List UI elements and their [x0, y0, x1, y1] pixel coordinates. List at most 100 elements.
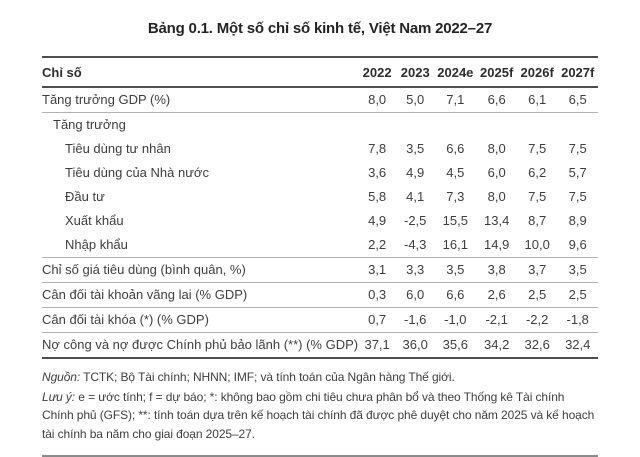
cell-value: 5,0 — [396, 87, 435, 113]
cell-value: 6,6 — [446, 141, 465, 156]
row-label: Nhập khẩu — [42, 233, 359, 258]
cell-value: 32,6 — [516, 332, 558, 359]
table-body: Tăng trưởng GDP (%) 8,0 5,0 7,1 6,6 6,1 6,5 Tăn… — [42, 87, 598, 359]
cell-value: 10,0 — [516, 233, 558, 258]
cell-value: -1,6 — [396, 307, 435, 333]
row-label: Nợ công và nợ được Chính phủ bảo lãnh (*… — [42, 332, 359, 359]
cell-value: -2,1 — [476, 307, 517, 333]
cell-value: 8,0 — [487, 141, 506, 156]
cell-value: 4,5 — [446, 165, 465, 180]
cell-value — [396, 113, 434, 138]
cell-value: 3,1 — [358, 257, 397, 283]
cell-value: -1,8 — [557, 307, 598, 333]
cell-value: 13,4 — [484, 213, 510, 228]
cell-value: 6,6 — [476, 87, 517, 113]
cell-value — [434, 113, 476, 138]
cell-value: -2,5 — [404, 213, 427, 228]
source-note: Nguồn: TCTK; Bộ Tài chính; NHNN; IMF; và… — [42, 368, 598, 387]
cell-value — [517, 113, 558, 138]
cell-value: 7,5 — [528, 189, 547, 204]
cell-value: 5,8 — [368, 189, 387, 204]
table-row: Xuất khẩu 4,9 -2,5 15,5 13,4 8,7 8,9 — [42, 209, 598, 233]
cell-value: 0,7 — [358, 307, 397, 333]
table-row: Nhập khẩu 2,2 -4,3 16,1 14,9 10,0 9,6 — [42, 233, 598, 258]
cell-value: 3,8 — [476, 257, 517, 283]
cell-value: -4,3 — [396, 233, 435, 258]
cell-value: 9,6 — [557, 233, 598, 258]
cell-value: 2,5 — [557, 282, 598, 308]
row-label: Xuất khẩu — [65, 213, 124, 228]
cell-value: 8,0 — [358, 87, 397, 113]
legend-label: Lưu ý: — [42, 389, 76, 404]
table-row: Nợ công và nợ được Chính phủ bảo lãnh (*… — [42, 332, 598, 359]
cell-value: 8,0 — [487, 189, 506, 204]
cell-value — [476, 113, 517, 138]
cell-value: 4,1 — [406, 189, 425, 204]
cell-value: 7,5 — [568, 141, 587, 156]
table-row: Tăng trưởng GDP (%) 8,0 5,0 7,1 6,6 6,1 6,5 — [42, 87, 598, 113]
cell-value: 34,2 — [476, 332, 517, 359]
row-label: Tăng trưởng — [53, 117, 126, 132]
cell-value: -2,2 — [516, 307, 558, 333]
row-label: Tiêu dùng của Nhà nước — [65, 165, 209, 180]
cell-value: 8,7 — [528, 213, 547, 228]
cell-value: 6,0 — [487, 165, 506, 180]
cell-value: 2,6 — [476, 282, 517, 308]
economic-indicators-table: Chỉ số 2022 2023 2024e 2025f 2026f 2027f Tăng … — [42, 56, 598, 359]
table-title: Bảng 0.1. Một số chỉ số kinh tế, Việt Na… — [147, 20, 493, 37]
cell-value: 7,3 — [446, 189, 465, 204]
year-column-header: 2023 — [396, 57, 435, 88]
cell-value: 2,2 — [358, 233, 397, 258]
cell-value: 36,0 — [396, 332, 435, 359]
cell-value: 7,5 — [568, 189, 587, 204]
row-label: Đầu tư — [65, 189, 105, 204]
year-column-header: 2027f — [557, 57, 598, 88]
year-column-header: 2025f — [476, 57, 517, 88]
cell-value: 6,5 — [557, 87, 598, 113]
row-label: Tăng trưởng GDP (%) — [42, 87, 359, 113]
cell-value — [557, 113, 598, 138]
cell-value: 6,2 — [528, 165, 547, 180]
cell-value: 3,6 — [368, 165, 387, 180]
cell-value: 3,3 — [396, 257, 435, 283]
table-row: Đầu tư 5,8 4,1 7,3 8,0 7,5 7,5 — [42, 185, 598, 209]
cell-value: 6,6 — [434, 282, 477, 308]
source-text: TCTK; Bộ Tài chính; NHNN; IMF; và tính t… — [80, 370, 455, 384]
cell-value: 7,1 — [434, 87, 477, 113]
cell-value: 16,1 — [434, 233, 477, 258]
cell-value: 7,8 — [368, 141, 387, 156]
table-notes: Nguồn: TCTK; Bộ Tài chính; NHNN; IMF; và… — [42, 368, 598, 457]
table-row: Tăng trưởng — [42, 113, 598, 138]
row-label: Tiêu dùng tư nhân — [65, 141, 171, 156]
table-row: Cân đối tài khóa (*) (% GDP) 0,7 -1,6 -1,0-… — [42, 307, 598, 333]
cell-value: 4,9 — [368, 213, 387, 228]
cell-value: 35,6 — [434, 332, 477, 359]
cell-value: 3,5 — [557, 257, 598, 283]
table-row: Chỉ số giá tiêu dùng (bình quân, %) 3,1 3,… — [42, 257, 598, 283]
cell-value: 37,1 — [358, 332, 397, 359]
cell-value: 2,5 — [516, 282, 558, 308]
table-row: Tiêu dùng của Nhà nước 3,6 4,9 4,5 6,0 6,2 5,7 — [42, 161, 598, 185]
cell-value: 5,7 — [568, 165, 587, 180]
cell-value: 6,1 — [516, 87, 558, 113]
cell-value: 15,5 — [442, 213, 468, 228]
cell-value: 7,5 — [528, 141, 547, 156]
cell-value: -1,0 — [434, 307, 477, 333]
table-header: Chỉ số 2022 2023 2024e 2025f 2026f 2027f — [42, 57, 598, 88]
table-row: Cân đối tài khoản vãng lai (% GDP) 0,3 6,0… — [42, 282, 598, 308]
table-row: Tiêu dùng tư nhân 7,8 3,5 6,6 8,0 7,5 7,5 — [42, 137, 598, 161]
row-label: Cân đối tài khóa (*) (% GDP) — [42, 307, 359, 333]
indicator-column-header: Chỉ số — [42, 57, 359, 88]
cell-value: 32,4 — [557, 332, 598, 359]
cell-value: 6,0 — [396, 282, 435, 308]
cell-value: 0,3 — [358, 282, 397, 308]
row-label: Cân đối tài khoản vãng lai (% GDP) — [42, 282, 359, 308]
header-row: Chỉ số 2022 2023 2024e 2025f 2026f 2027f — [42, 57, 598, 88]
row-label: Chỉ số giá tiêu dùng (bình quân, %) — [42, 257, 359, 283]
year-column-header: 2026f — [516, 57, 558, 88]
year-column-header: 2022 — [358, 57, 397, 88]
cell-value: 3,7 — [516, 257, 558, 283]
legend-text: e = ước tính; f = dự báo; *: không bao g… — [42, 389, 595, 441]
cell-value: 3,5 — [434, 257, 477, 283]
